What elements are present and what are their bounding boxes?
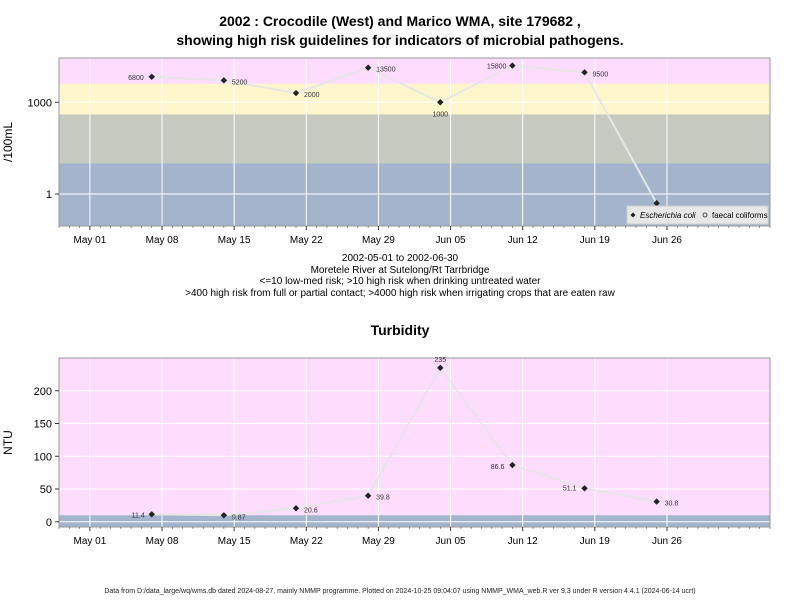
ecoli-data-point bbox=[292, 89, 300, 97]
turb-x-tick-label: May 15 bbox=[218, 536, 251, 547]
ecoli-risk-band-0 bbox=[59, 58, 770, 84]
ecoli-x-tick-label: Jun 12 bbox=[508, 235, 538, 246]
turb-x-tick-label: Jun 05 bbox=[436, 536, 466, 547]
ecoli-data-point bbox=[653, 200, 660, 207]
turb-data-point bbox=[509, 461, 516, 469]
risk-note-contact: >400 high risk from full or partial cont… bbox=[185, 287, 615, 299]
turb-series-line bbox=[151, 365, 657, 517]
ecoli-x-tick-label: May 15 bbox=[218, 235, 251, 246]
ecoli-y-tick-label: 1 bbox=[46, 189, 52, 201]
ecoli-series-line bbox=[151, 64, 658, 204]
ecoli-legend-label: faecal coliforms bbox=[712, 211, 768, 220]
ecoli-risk-band-2 bbox=[59, 114, 770, 164]
turb-y-axis-label: NTU bbox=[1, 430, 15, 455]
ecoli-y-axis-label: /100mL bbox=[1, 122, 15, 162]
ecoli-x-tick-label: Jun 26 bbox=[652, 235, 682, 246]
turb-y-tick-label: 150 bbox=[34, 419, 52, 431]
date-range: 2002-05-01 to 2002-06-30 bbox=[341, 253, 459, 264]
site-name: Moretele River at Sutelong/Rt Tarrbridge bbox=[310, 264, 490, 276]
ecoli-legend-marker-open bbox=[702, 212, 708, 218]
ecoli-data-point bbox=[581, 69, 588, 76]
turb-data-point bbox=[148, 511, 155, 518]
turb-data-point bbox=[292, 505, 300, 512]
turb-plot-frame bbox=[58, 357, 771, 528]
ecoli-legend-marker-filled bbox=[630, 212, 636, 218]
ecoli-data-label: 2000 bbox=[304, 92, 320, 99]
turb-x-tick-label: Jun 12 bbox=[508, 536, 538, 547]
ecoli-data-label: 1000 bbox=[432, 111, 448, 118]
turb-risk-band-1 bbox=[59, 515, 770, 527]
ecoli-data-point bbox=[437, 99, 444, 106]
turb-y-tick-label: 0 bbox=[46, 517, 52, 529]
ecoli-x-tick-label: Jun 05 bbox=[436, 235, 466, 246]
turb-x-tick-label: May 08 bbox=[146, 536, 179, 547]
ecoli-data-label: 15800 bbox=[487, 64, 507, 71]
turb-data-point bbox=[364, 492, 372, 499]
turb-data-point bbox=[220, 512, 228, 519]
turb-y-tick-label: 100 bbox=[34, 451, 52, 463]
footer-note: Data from D:/data_large/wq/wms.db dated … bbox=[104, 588, 696, 595]
ecoli-legend-box bbox=[626, 205, 769, 225]
ecoli-x-tick-label: Jun 19 bbox=[580, 235, 610, 246]
ecoli-x-tick-label: May 29 bbox=[362, 235, 395, 246]
turb-x-tick-label: May 29 bbox=[362, 536, 395, 547]
turb-x-tick-label: Jun 19 bbox=[580, 536, 610, 547]
turb-data-label: 39.8 bbox=[376, 495, 390, 502]
ecoli-data-label: 6800 bbox=[128, 75, 144, 82]
chart-notes: 2002-05-01 to 2002-06-30 Moretele River … bbox=[0, 253, 800, 299]
ecoli-y-tick-label: 1000 bbox=[28, 97, 52, 109]
turb-data-label: 86.6 bbox=[491, 464, 505, 471]
turb-data-point bbox=[581, 485, 588, 492]
turb-y-tick-label: 200 bbox=[34, 386, 52, 398]
turb-data-label: 11.4 bbox=[132, 512, 145, 519]
ecoli-plot-frame bbox=[58, 57, 771, 227]
turb-y-tick-label: 50 bbox=[40, 484, 52, 496]
turb-risk-band-0 bbox=[59, 358, 770, 516]
turb-x-tick-label: Jun 26 bbox=[652, 536, 682, 547]
title-line-2: showing high risk guidelines for indicat… bbox=[176, 32, 624, 48]
ecoli-data-point bbox=[364, 64, 372, 71]
ecoli-x-tick-label: May 01 bbox=[74, 235, 107, 246]
risk-note-drinking: <=10 low-med risk; >10 high risk when dr… bbox=[259, 276, 541, 287]
ecoli-data-point bbox=[220, 77, 228, 84]
turb-data-label: 20.6 bbox=[304, 507, 318, 514]
turb-data-label: 235 bbox=[434, 357, 446, 364]
turb-data-label: 51.1 bbox=[563, 485, 577, 492]
turb-data-point bbox=[437, 364, 444, 372]
ecoli-data-label: 5200 bbox=[232, 79, 248, 86]
ecoli-legend-label: Escherichia coli bbox=[640, 211, 696, 220]
turbidity-title: Turbidity bbox=[370, 322, 430, 338]
ecoli-chart: May 01 May 08 May 15 May 22 May 29 Jun 05 Jun … bbox=[1, 57, 771, 246]
turb-data-point bbox=[653, 498, 660, 505]
ecoli-x-tick-label: May 22 bbox=[290, 235, 323, 246]
turb-data-label: 30.8 bbox=[665, 501, 679, 508]
turb-x-tick-label: May 01 bbox=[74, 536, 107, 547]
ecoli-x-tick-label: May 08 bbox=[146, 235, 179, 246]
ecoli-data-point bbox=[509, 62, 516, 69]
chart-title: 2002 : Crocodile (West) and Marico WMA, … bbox=[0, 12, 800, 50]
turb-x-tick-label: May 22 bbox=[290, 536, 323, 547]
ecoli-risk-band-1 bbox=[59, 83, 770, 115]
ecoli-data-label: 13500 bbox=[376, 67, 396, 74]
ecoli-data-label: 9500 bbox=[593, 71, 609, 78]
title-line-1: 2002 : Crocodile (West) and Marico WMA, … bbox=[219, 13, 581, 29]
turb-data-label: 9.87 bbox=[232, 514, 246, 521]
ecoli-data-point bbox=[148, 73, 155, 80]
